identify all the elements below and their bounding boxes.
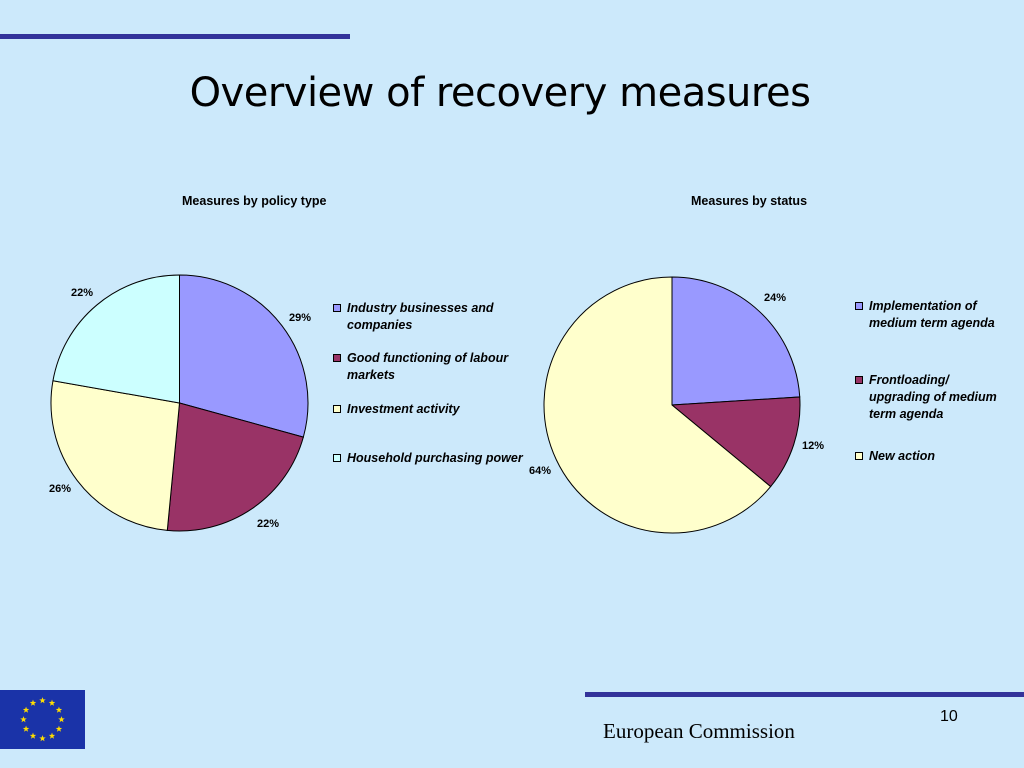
footer-organization: European Commission [603,719,795,743]
chart-title-status: Measures by status [691,194,808,208]
pie-label-policy-0: 29% [289,312,311,324]
legend-label-new-action: New action [869,449,935,463]
legend-item-implementation: Implementation of medium term agenda [855,298,1005,332]
pie-label-status-2: 64% [529,465,551,477]
eu-star-7 [29,732,37,739]
legend-item-frontloading: Frontloading/ upgrading of medium term a… [855,372,1005,423]
eu-star-9 [20,716,27,723]
pie-label-policy-3: 22% [71,287,93,299]
eu-star-11 [29,699,37,706]
legend-item-new-action: New action [855,448,935,465]
legend-policy-type: Industry businesses and companies Good f… [333,300,523,500]
eu-star-2 [55,706,63,713]
legend-item-investment: Investment activity [333,401,460,418]
legend-label-frontloading: Frontloading/ upgrading of medium term a… [869,373,997,421]
pie-label-policy-1: 22% [257,518,279,530]
legend-label-investment: Investment activity [347,402,460,416]
legend-item-industry: Industry businesses and companies [333,300,523,334]
pie-slice-status-0 [671,276,801,406]
bottom-accent-rule [585,692,1024,697]
legend-swatch-implementation [855,302,863,310]
legend-label-labour: Good functioning of labour markets [347,351,509,382]
pie-slice-policy-3 [52,274,180,404]
eu-star-3 [58,716,65,723]
pie-chart-status: 24% 12% 64% [529,276,824,534]
eu-star-8 [22,725,30,732]
legend-label-industry: Industry businesses and companies [347,301,494,332]
eu-stars-icon [20,697,65,742]
eu-star-1 [48,699,56,706]
eu-star-10 [22,706,30,713]
legend-label-household: Household purchasing power [347,451,523,465]
legend-swatch-industry [333,304,341,312]
legend-status: Implementation of medium term agenda Fro… [855,298,1005,478]
legend-swatch-labour [333,354,341,362]
slide-title: Overview of recovery measures [189,70,811,116]
legend-swatch-new-action [855,452,863,460]
eu-star-5 [48,732,56,739]
pie-label-policy-2: 26% [49,483,71,495]
pie-label-status-0: 24% [764,292,786,304]
eu-star-4 [55,725,63,732]
pie-label-status-1: 12% [802,440,824,452]
top-accent-rule [0,34,350,39]
legend-item-labour: Good functioning of labour markets [333,350,523,384]
eu-star-6 [39,735,46,742]
legend-item-household: Household purchasing power [333,450,523,467]
pie-slice-status-1 [670,396,801,488]
legend-swatch-investment [333,405,341,413]
pie-slice-status-2 [543,276,772,534]
page-number: 10 [940,708,958,725]
chart-title-policy-type: Measures by policy type [182,194,327,208]
pie-slice-policy-1 [166,402,304,532]
pie-slice-policy-2 [50,380,181,531]
legend-swatch-household [333,454,341,462]
eu-flag-logo [0,690,85,749]
eu-star-0 [39,697,46,704]
legend-label-implementation: Implementation of medium term agenda [869,299,995,330]
legend-swatch-frontloading [855,376,863,384]
pie-slice-policy-0 [179,274,309,438]
pie-chart-policy-type: 29% 22% 26% 22% [49,274,311,532]
